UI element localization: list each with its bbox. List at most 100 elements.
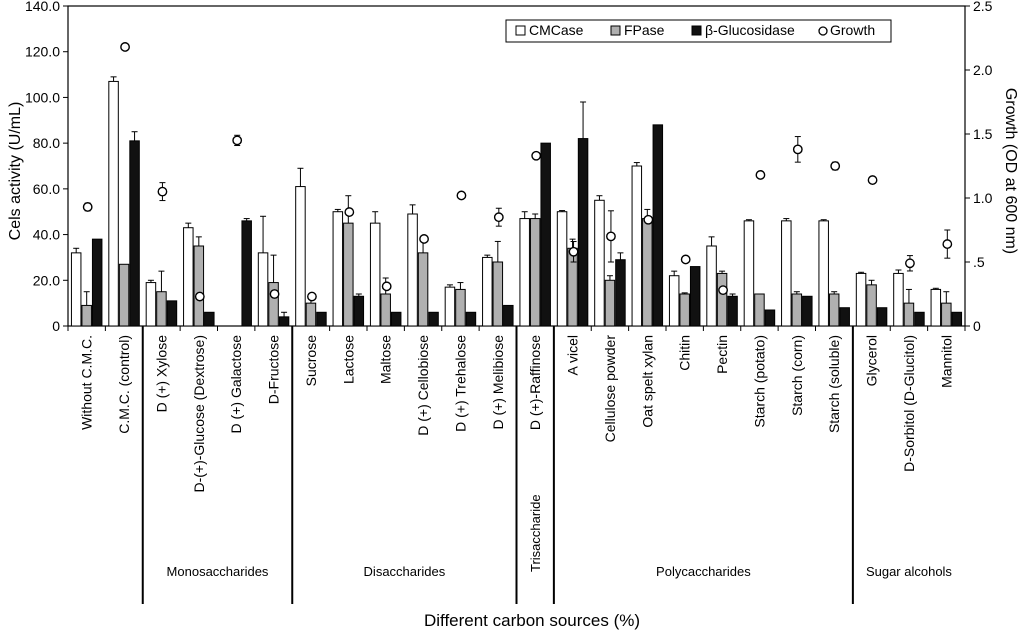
y-tick-label: 100.0 [25, 89, 60, 105]
category-label: D (+) Xylose [153, 335, 169, 413]
growth-point [718, 285, 728, 296]
bar-fpase [567, 247, 578, 327]
bar-fpase [380, 293, 391, 327]
category-label: Cellulose powder [602, 335, 618, 443]
bar-cmcase [482, 256, 493, 327]
bar-fpase [604, 279, 616, 327]
bar-cmcase [781, 220, 792, 327]
y2-axis-title-wrap: Growth (OD at 600 nm) [1002, 88, 1019, 254]
growth-point [82, 202, 93, 212]
bar-cmcase [855, 272, 867, 327]
bar-fpase [156, 291, 167, 327]
bar-fpase [903, 302, 915, 327]
y2-tick-label: 2.0 [973, 62, 993, 78]
growth-point [942, 239, 953, 249]
y2-tick-label: 0 [973, 318, 981, 334]
bar-fpase [791, 293, 803, 327]
growth-point [194, 291, 205, 302]
bar-glucosidase [241, 220, 252, 327]
growth-point [568, 246, 579, 257]
bar-fpase [754, 293, 765, 327]
bar-cmcase [332, 211, 344, 327]
bar-fpase [716, 272, 728, 327]
growth-point [456, 190, 467, 201]
category-label: A vicel [565, 335, 581, 375]
bar-fpase [417, 252, 429, 327]
group-label: Trisaccharide [528, 494, 543, 572]
bar-fpase [492, 261, 504, 327]
category-label: Starch (potato) [751, 335, 767, 428]
bars [70, 76, 963, 327]
category-label: Oat spelt xylan [639, 335, 655, 428]
bar-glucosidase [689, 266, 701, 327]
bar-glucosidase [615, 259, 626, 327]
growth-point [867, 175, 878, 185]
category-label: D (+) Trehalose [452, 335, 468, 432]
bar-cmcase [444, 286, 456, 327]
bar-glucosidase [540, 142, 551, 327]
growth-point [755, 170, 766, 180]
legend-label-cmcase: CMCase [529, 22, 584, 38]
bar-fpase [455, 288, 466, 327]
bar-cmcase [594, 199, 605, 327]
bar-glucosidase [839, 307, 850, 327]
category-label: Glycerol [864, 335, 880, 386]
growth-point [643, 214, 654, 225]
bar-glucosidase [353, 295, 365, 327]
bar-cmcase [519, 218, 530, 327]
category-label: D (+)-Raffinose [527, 335, 543, 430]
growth-point [905, 258, 915, 269]
y2-tick-label: 2.5 [973, 0, 993, 14]
bar-cmcase [706, 245, 717, 327]
group-annotations: Monosaccharides Disaccharides Trisaccharid… [141, 326, 952, 604]
bar-cmcase [631, 165, 643, 327]
bar-fpase [828, 293, 840, 327]
bar-fpase [679, 293, 690, 327]
bar-cmcase [668, 275, 680, 327]
growth-point [232, 135, 243, 146]
bar-glucosidase [316, 311, 327, 327]
category-label: Mannitol [938, 335, 954, 388]
category-label: Starch (soluble) [826, 335, 842, 433]
growth-point [531, 150, 542, 161]
bar-cmcase [743, 220, 755, 327]
bar-cmcase [556, 211, 568, 327]
bar-glucosidase [652, 124, 664, 327]
category-label: Sucrose [303, 335, 319, 387]
y-tick-label: 40.0 [33, 227, 60, 243]
bar-glucosidase [951, 311, 963, 327]
bar-fpase [81, 304, 92, 327]
bar-fpase [118, 263, 130, 327]
bar-glucosidase [166, 300, 178, 327]
y2-tick-label: .5 [973, 254, 985, 270]
legend-swatch-glucosidase [691, 25, 702, 36]
x-axis-title: Different carbon sources (%) [424, 611, 640, 630]
growth-point [157, 186, 168, 197]
y-axis-title-wrap: Cels activity (U/mL) [7, 102, 24, 241]
y-tick-label: 140.0 [25, 0, 60, 14]
category-label: Without C.M.C. [79, 335, 95, 430]
growth-point [493, 212, 504, 223]
bar-fpase [941, 302, 952, 327]
bar-cmcase [295, 186, 306, 327]
bar-glucosidase [465, 311, 477, 327]
bar-glucosidase [577, 138, 589, 327]
bar-glucosidase [428, 311, 439, 327]
y2-tick-label: 1.0 [973, 190, 993, 206]
bar-glucosidase [278, 316, 290, 327]
growth-point [381, 281, 392, 292]
category-label: D-Fructose [266, 335, 282, 404]
bar-glucosidase [390, 311, 402, 327]
legend-swatch-fpase [610, 25, 621, 36]
bar-cmcase [183, 227, 194, 327]
bar-cmcase [893, 272, 904, 327]
category-label: D (+) Galactose [228, 335, 244, 434]
bar-glucosidase [876, 307, 888, 327]
category-label: Lactose [340, 335, 356, 384]
y2-tick-label: 1.5 [973, 126, 993, 142]
growth-point [307, 291, 317, 302]
category-label: Chitin [677, 335, 693, 371]
legend-label-growth: Growth [830, 22, 875, 38]
bar-glucosidase [914, 311, 925, 327]
